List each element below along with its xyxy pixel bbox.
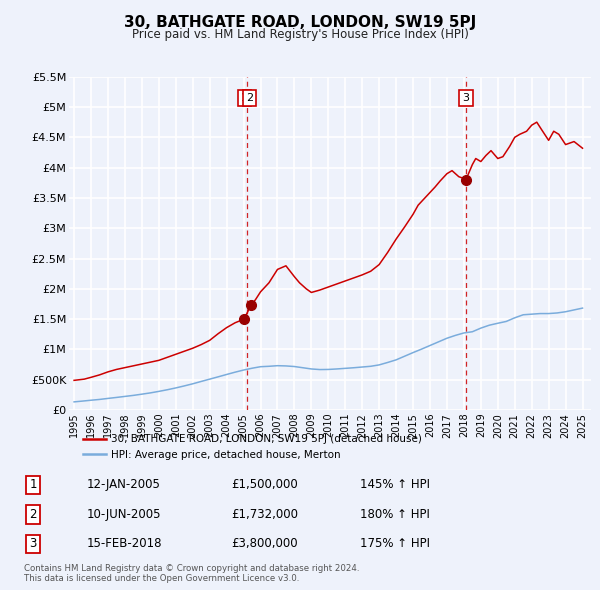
Text: 1: 1 (241, 93, 248, 103)
Text: Price paid vs. HM Land Registry's House Price Index (HPI): Price paid vs. HM Land Registry's House … (131, 28, 469, 41)
Text: 30, BATHGATE ROAD, LONDON, SW19 5PJ: 30, BATHGATE ROAD, LONDON, SW19 5PJ (124, 15, 476, 30)
Text: 1: 1 (29, 478, 37, 491)
Text: 3: 3 (463, 93, 469, 103)
Text: 180% ↑ HPI: 180% ↑ HPI (360, 508, 430, 521)
Text: 10-JUN-2005: 10-JUN-2005 (87, 508, 161, 521)
Text: £1,500,000: £1,500,000 (231, 478, 298, 491)
Text: 3: 3 (29, 537, 37, 550)
Text: 2: 2 (246, 93, 253, 103)
Legend: 30, BATHGATE ROAD, LONDON, SW19 5PJ (detached house), HPI: Average price, detach: 30, BATHGATE ROAD, LONDON, SW19 5PJ (det… (78, 429, 427, 465)
Text: 15-FEB-2018: 15-FEB-2018 (87, 537, 163, 550)
Text: 145% ↑ HPI: 145% ↑ HPI (360, 478, 430, 491)
Text: 12-JAN-2005: 12-JAN-2005 (87, 478, 161, 491)
Text: 2: 2 (29, 508, 37, 521)
Text: 175% ↑ HPI: 175% ↑ HPI (360, 537, 430, 550)
Text: Contains HM Land Registry data © Crown copyright and database right 2024.
This d: Contains HM Land Registry data © Crown c… (24, 563, 359, 583)
Text: £3,800,000: £3,800,000 (231, 537, 298, 550)
Text: £1,732,000: £1,732,000 (231, 508, 298, 521)
